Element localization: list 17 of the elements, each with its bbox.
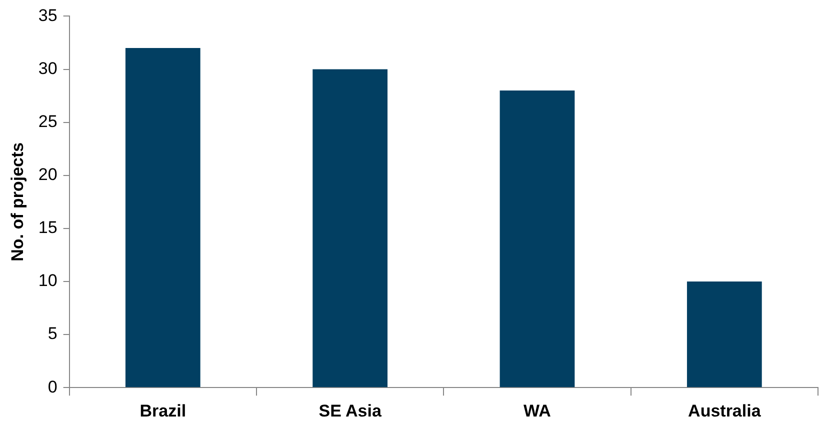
y-axis-title: No. of projects xyxy=(8,142,27,262)
bar xyxy=(125,48,200,388)
y-tick-label: 25 xyxy=(38,112,58,131)
y-tick-label: 0 xyxy=(48,377,58,396)
bar xyxy=(500,90,575,388)
y-tick-label: 30 xyxy=(38,58,58,78)
bar xyxy=(686,281,762,388)
x-tick-label: Brazil xyxy=(140,401,186,420)
bar xyxy=(312,69,388,388)
y-tick-label: 10 xyxy=(38,271,58,290)
y-tick-label: 5 xyxy=(48,324,58,344)
y-tick-label: 15 xyxy=(38,218,58,238)
x-tick-label: Australia xyxy=(688,401,762,420)
y-tick-label: 20 xyxy=(38,165,58,184)
x-tick-label: WA xyxy=(524,401,551,420)
x-tick-label: SE Asia xyxy=(318,401,382,420)
y-tick-label: 35 xyxy=(38,6,58,25)
